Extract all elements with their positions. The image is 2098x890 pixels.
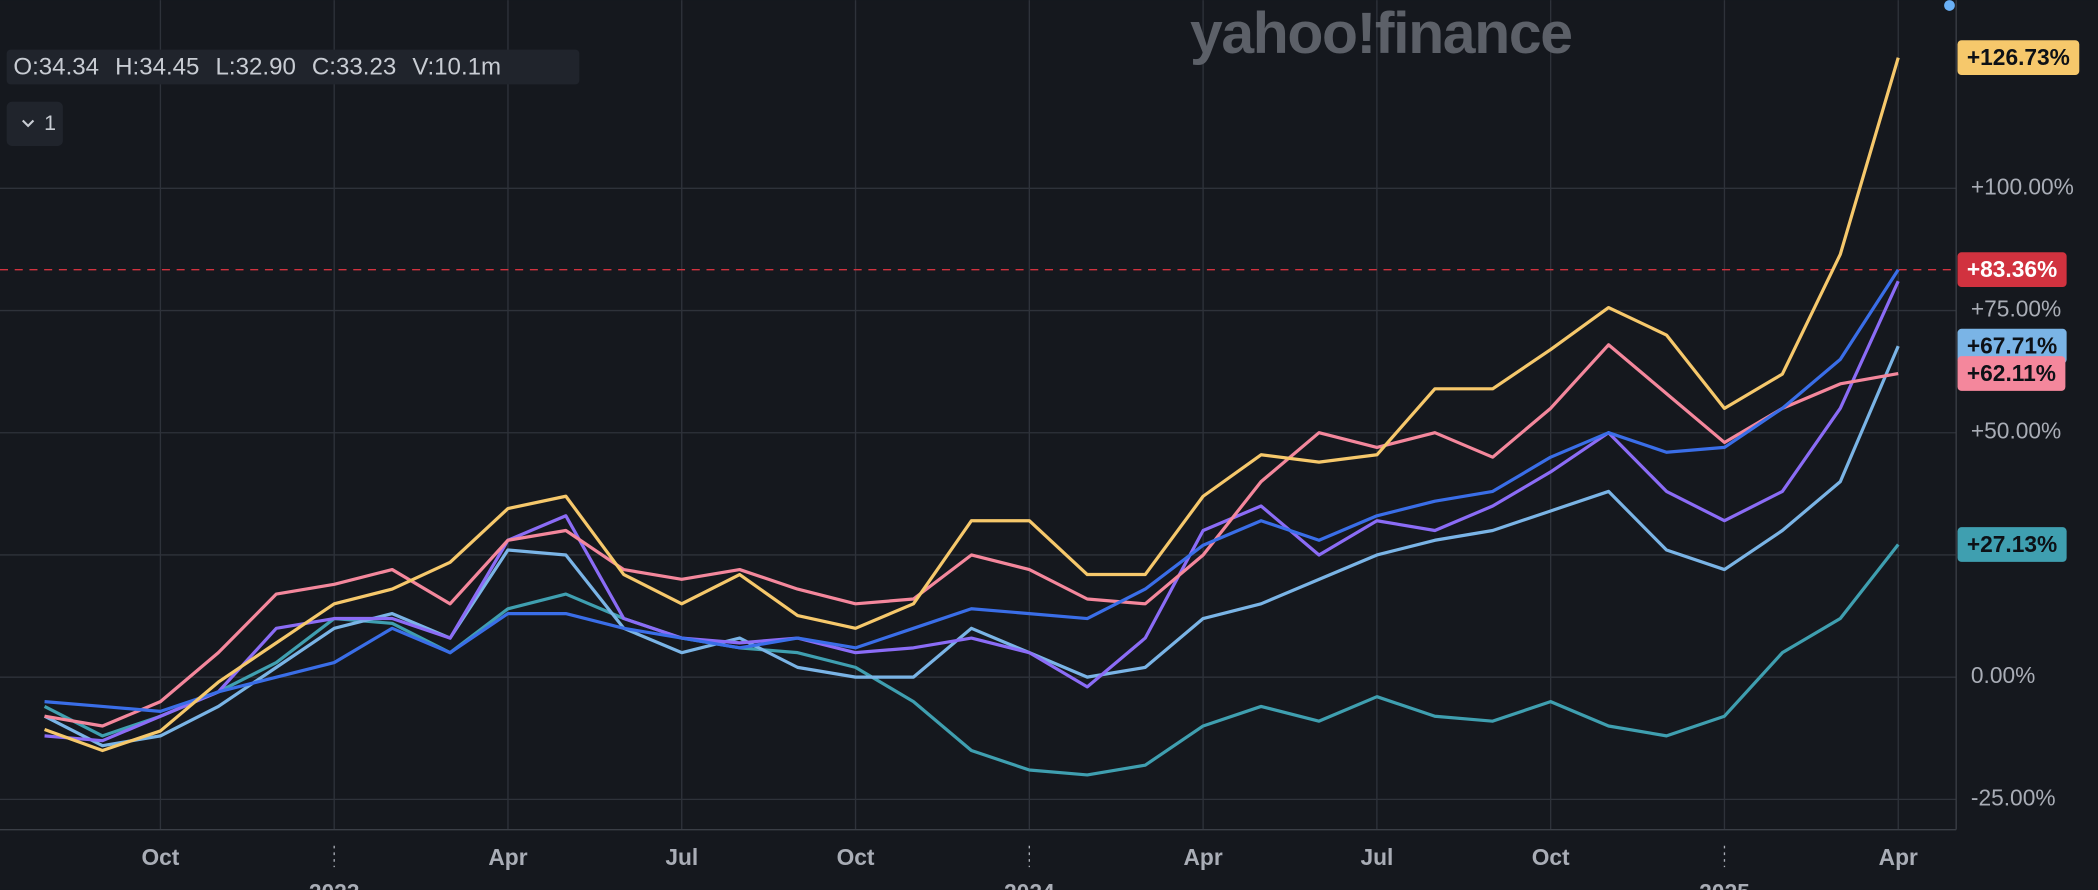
x-tick-label: Jul — [665, 844, 698, 870]
end-label-box — [1957, 40, 2080, 76]
x-tick-label: Apr — [1879, 844, 1918, 870]
x-tick-label: Oct — [1532, 844, 1570, 870]
x-tick-label: Apr — [488, 844, 527, 870]
ohlc-value: H:34.45 — [115, 54, 199, 81]
y-tick-label: +50.00% — [1971, 418, 2061, 444]
y-tick-label: 0.00% — [1971, 662, 2035, 688]
end-label: +126.73% — [1957, 40, 2080, 76]
end-label: +27.13% — [1957, 527, 2067, 562]
end-label-box — [1957, 328, 2067, 364]
x-tick-label: Oct — [141, 844, 179, 870]
x-tick-label: 2023 — [309, 879, 360, 890]
ohlc-value: C:33.23 — [312, 54, 396, 81]
series-line — [44, 57, 1900, 753]
end-label: +62.11% — [1957, 356, 2066, 391]
x-tick-label: Oct — [837, 844, 875, 870]
x-tick-label: 2025 — [1699, 879, 1750, 890]
collapse-count: 1 — [44, 111, 56, 135]
y-tick-label: +100.00% — [1971, 173, 2074, 199]
live-dot — [1944, 0, 1955, 11]
collapse-button[interactable] — [6, 101, 63, 146]
end-label-text: +62.11% — [1967, 360, 2056, 386]
x-tick-label: 2024 — [1004, 879, 1055, 890]
ohlc-value: V:10.1m — [412, 54, 501, 81]
watermark: yahoo!finance — [1190, 1, 1572, 66]
x-tick-label: Jul — [1360, 844, 1393, 870]
end-label-box — [1957, 527, 2067, 562]
series-line — [44, 268, 1900, 714]
series-line — [44, 280, 1900, 743]
end-label-box — [1957, 356, 2066, 391]
y-tick-label: -25.00% — [1971, 784, 2056, 810]
end-label-text: +27.13% — [1967, 531, 2057, 557]
series-line — [44, 343, 1899, 728]
series-line — [43, 345, 1900, 748]
end-label-text: +67.71% — [1967, 333, 2057, 359]
end-label: +83.36% — [1957, 252, 2067, 288]
ohlc-box — [6, 49, 580, 85]
chevron-icon — [21, 119, 35, 128]
end-label: +67.71% — [1957, 328, 2067, 364]
end-label-text: +126.73% — [1967, 44, 2070, 70]
y-tick-label: +75.00% — [1971, 296, 2061, 322]
ohlc-value: L:32.90 — [216, 54, 296, 81]
ohlc-value: O:34.34 — [13, 54, 99, 81]
x-tick-label: Apr — [1184, 844, 1223, 870]
end-label-box — [1957, 252, 2067, 288]
end-label-text: +83.36% — [1967, 256, 2057, 282]
